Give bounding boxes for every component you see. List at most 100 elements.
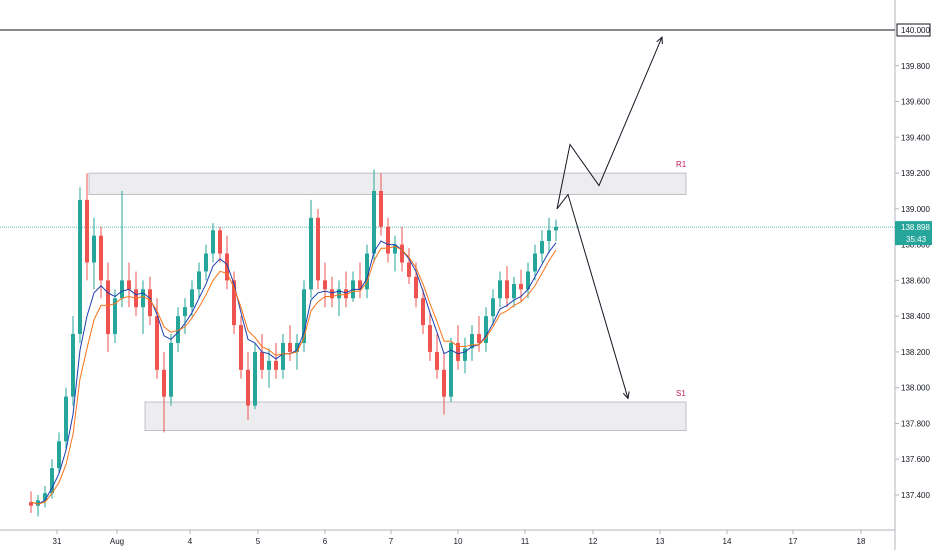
candle-body [344,289,348,299]
price-tags: 140.000 138.898 35:43 [895,23,932,246]
candle-body [554,226,558,231]
price-tag-current-label: 138.898 [901,223,930,232]
moving-averages-layer [30,240,557,505]
candle-body [85,199,89,263]
candle-body [176,316,180,343]
zone-rect-r1[interactable] [88,172,687,195]
candle-body [491,298,495,317]
candle-body [57,441,61,469]
candle-body [498,280,502,299]
candle-body [309,217,313,290]
candle-body [470,334,474,349]
zone-rect-s1[interactable] [144,401,687,432]
candle-body [484,316,488,343]
candle-body [92,235,96,263]
candle-body [190,289,194,308]
candle-body [239,325,243,370]
candle-body [323,280,327,290]
candle-body [526,271,530,290]
candle-body [512,283,516,299]
candle-body [281,342,285,370]
zone-label-r1: R1 [676,160,687,169]
price-tick-label: 138.800 [901,241,930,250]
candle-body [547,230,551,242]
time-tick-label: 12 [589,537,598,546]
candle-body [232,280,236,326]
candle-body [330,289,334,299]
price-axis[interactable]: 139.800 139.600 139.400 139.200 139.000 138.8… [895,62,930,500]
candle-body [64,396,68,442]
candle-body [533,253,537,272]
candle-body [456,342,460,361]
candle-body [155,316,159,370]
time-tick-label: 4 [188,537,193,546]
candle-body [302,289,306,343]
candle-body [260,351,264,370]
candles-layer [29,169,558,517]
price-tick-label: 138.400 [901,312,930,321]
candle-body [113,298,117,335]
time-tick-label: 10 [454,537,463,546]
candle-body [386,226,390,254]
candle-body [463,348,467,361]
candle-body [421,298,425,326]
candle-body [393,244,397,254]
candle-body [162,369,166,397]
projection-arrowhead-1 [656,36,663,45]
price-tag-140-box [896,23,931,37]
candle-body [365,253,369,290]
projection-arrow-2[interactable] [556,193,629,399]
price-tag-140-label: 140.000 [901,26,930,35]
price-tick-label: 139.400 [901,133,930,142]
price-tick-label: 137.400 [901,491,930,500]
candle-body [169,342,173,397]
projection-arrows-layer [556,36,663,400]
price-tag-140: 140.000 [896,23,931,37]
candle-body [253,351,257,406]
candle-body [120,280,124,299]
candle-body [295,342,299,352]
time-tick-label: Aug [110,537,124,546]
candle-body [316,217,320,281]
time-tick-label: 17 [789,537,798,546]
moving-average-line-1 [30,240,557,505]
candle-body [183,307,187,317]
candle-body [197,271,201,290]
candle-body [288,342,292,352]
price-tick-label: 139.600 [901,98,930,107]
candle-body [204,253,208,272]
price-tick-label: 138.000 [901,384,930,393]
candle-body [127,280,131,290]
candle-body [50,468,54,494]
candle-body [106,280,110,335]
candle-body [358,280,362,290]
projection-arrowhead-2 [622,391,630,400]
candle-body [477,334,481,343]
candle-body [71,334,75,397]
candle-body [428,325,432,352]
candle-body [211,230,215,254]
time-tick-label: 14 [723,537,732,546]
time-tick-label: 11 [521,537,530,546]
price-tick-label: 137.600 [901,455,930,464]
time-axis[interactable]: 31 Aug 4 5 6 7 10 11 12 13 14 17 18 [53,530,866,546]
candle-body [435,351,439,370]
candle-body [99,235,103,281]
projection-arrow-1[interactable] [556,36,663,209]
candle-body [43,493,47,501]
price-tick-label: 137.800 [901,419,930,428]
candle-body [78,199,82,335]
price-tick-label: 139.000 [901,205,930,214]
price-tag-current: 138.898 35:43 [895,221,932,246]
candle-body [141,289,145,308]
time-tick-label: 7 [389,537,394,546]
moving-average-line-2 [30,245,557,505]
candle-body [274,360,278,370]
time-tick-label: 5 [256,537,261,546]
candle-body [218,230,222,254]
candle-body [148,289,152,317]
candle-body [36,500,40,506]
candle-body [540,241,544,254]
